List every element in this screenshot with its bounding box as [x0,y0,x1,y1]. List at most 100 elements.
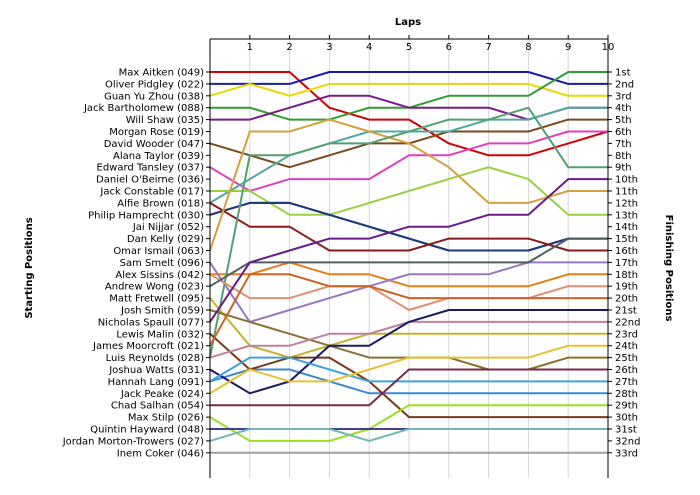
series-line [210,261,608,288]
finishing-position-label: 13th [615,210,638,221]
starting-position-label: Chad Salhan (054) [111,401,204,412]
finishing-position-label: 16th [615,246,638,257]
finishing-position-label: 27th [615,377,638,388]
starting-position-label: Jordan Morton-Trowers (027) [62,436,204,447]
finishing-position-label: 31st [615,425,637,436]
starting-position-label: Josh Smith (059) [120,306,204,317]
finishing-position-label: 2nd [615,79,634,90]
x-tick-label: 10 [602,42,615,53]
y-axis-title-right: Finishing Positions [663,215,674,322]
finishing-position-label: 6th [615,127,632,138]
starting-position-label: Lewis Malin (032) [116,329,204,340]
finishing-position-label: 1st [615,68,631,79]
x-tick-label: 1 [247,42,253,53]
grid [249,39,609,478]
finishing-position-label: 18th [615,270,638,281]
finishing-position-label: 33rd [615,448,638,459]
finishing-position-label: 12th [615,198,638,209]
series-line [210,368,608,407]
x-tick-label: 5 [406,42,412,53]
finishing-position-label: 15th [615,234,638,245]
starting-position-label: Will Shaw (035) [126,115,204,126]
starting-position-label: Morgan Rose (019) [109,127,204,138]
finishing-position-label: 10th [615,175,638,186]
finishing-position-label: 19th [615,282,638,293]
starting-position-label: Alana Taylor (039) [113,151,204,162]
finishing-position-label: 32nd [615,436,640,447]
series-line [209,237,608,288]
starting-position-label: Nicholas Spaull (077) [98,317,204,328]
x-tick-label: 7 [485,42,491,53]
finishing-position-label: 29th [615,401,638,412]
series-line [209,273,608,347]
starting-position-label: David Wooder (047) [104,139,204,150]
series-line [209,202,608,252]
finishing-position-label: 22nd [615,317,640,328]
starting-position-label: Guan Yu Zhou (038) [104,91,204,102]
starting-position-label: Joshua Watts (031) [108,365,204,376]
finishing-position-label: 23rd [615,329,638,340]
starting-position-label: Oliver Pidgley (022) [105,79,204,90]
x-axis-title: Laps [395,17,421,28]
series-line [209,273,608,311]
finishing-position-label: 8th [615,151,632,162]
axes [206,35,612,478]
series-line [210,71,609,157]
finishing-position-label: 11th [615,187,638,198]
series-line [209,344,608,395]
starting-position-label: Hannah Lang (091) [108,377,205,388]
finishing-position-label: 7th [615,139,632,150]
series-line [209,309,608,395]
finishing-position-label: 9th [615,163,632,174]
x-tick-label: 4 [366,42,372,53]
starting-position-label: Alex Sissins (042) [115,270,204,281]
finishing-position-label: 17th [615,258,638,269]
series-line [209,404,608,442]
starting-position-label: Dan Kelly (029) [127,234,204,245]
series-lines [209,71,609,454]
finishing-position-label: 4th [615,103,632,114]
finishing-position-label: 24th [615,341,638,352]
starting-position-label: Andrew Wong (023) [105,282,204,293]
starting-position-label: Jack Bartholomew (088) [83,103,204,114]
series-line [209,297,608,359]
starting-position-label: Daniel O'Beirne (036) [96,175,204,186]
starting-position-label: Edward Tansley (037) [97,163,205,174]
starting-position-label: Omar Ismail (063) [113,246,204,257]
starting-position-label: James Moorcroft (021) [92,341,204,352]
starting-position-label: Philip Hamprecht (030) [88,210,204,221]
starting-position-label: Luis Reynolds (028) [106,353,204,364]
x-tick-label: 6 [446,42,452,53]
starting-position-label: Sam Smelt (096) [120,258,205,269]
series-line [209,106,608,358]
labels: 1 2 3 4 5 6 7 8 9 10 Max Aitken (049)Oliver Pidgle… [62,42,641,459]
finishing-position-label: 28th [615,389,638,400]
starting-position-label: Max Stilp (026) [128,413,204,424]
series-line [209,368,608,395]
series-line [209,201,608,252]
starting-position-label: Max Aitken (049) [119,68,204,79]
series-line [210,166,608,216]
finishing-position-label: 25th [615,353,638,364]
finishing-position-label: 30th [615,413,638,424]
starting-position-label: Matt Fretwell (095) [109,294,204,305]
series-line [209,118,608,251]
x-tick-label: 9 [565,42,571,53]
starting-position-label: Jack Peake (024) [120,389,204,400]
series-line [209,428,608,442]
starting-position-label: Quintin Hayward (048) [90,425,204,436]
starting-position-label: Jai Nijjar (052) [132,222,204,233]
starting-position-label: Jack Constable (017) [99,187,204,198]
y-axis-title-left: Starting Positions [24,217,35,318]
series-line [209,261,608,323]
starting-position-label: Alfie Brown (018) [117,198,204,209]
x-tick-label: 2 [286,42,292,53]
finishing-position-label: 14th [615,222,638,233]
starting-position-label: Inem Coker (046) [117,448,204,459]
finishing-position-label: 5th [615,115,632,126]
series-line [210,71,608,85]
finishing-position-label: 26th [615,365,638,376]
series-line [209,356,608,383]
x-tick-label: 8 [525,42,531,53]
